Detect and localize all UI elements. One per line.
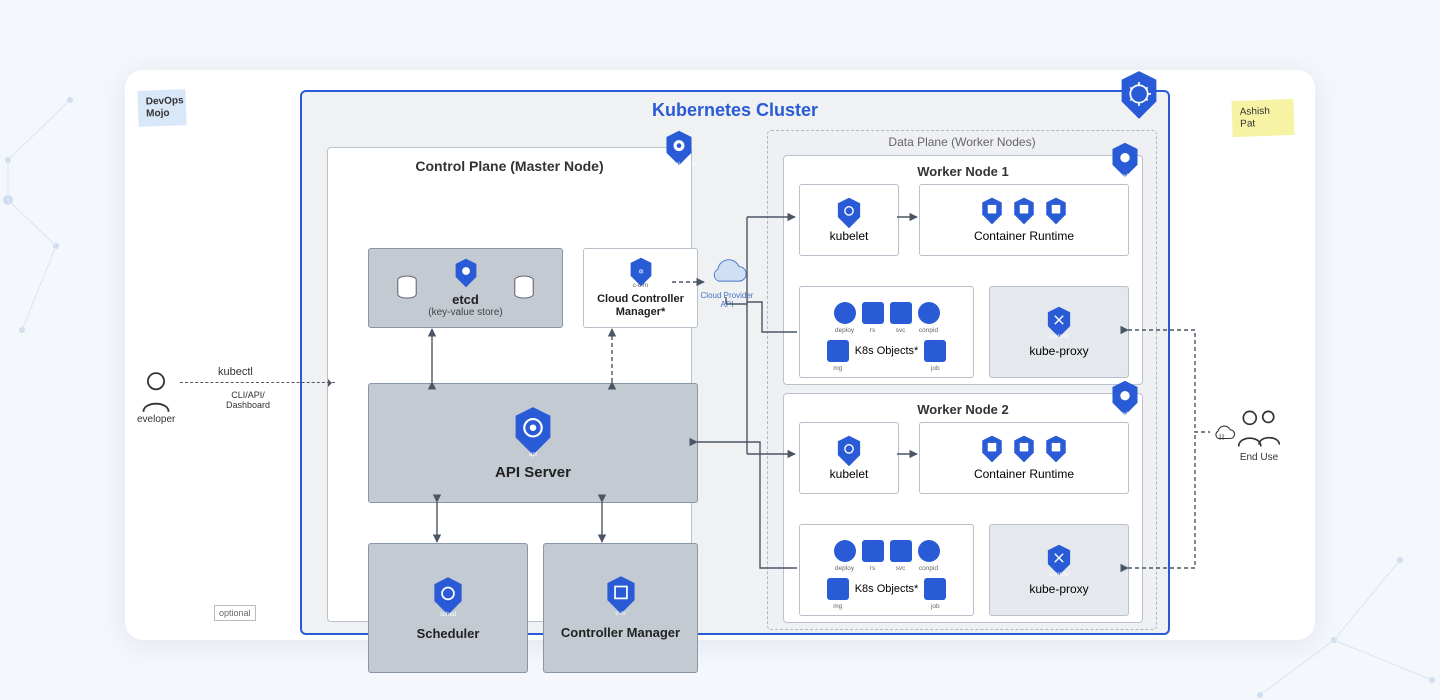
kubernetes-logo-icon [1117, 70, 1161, 120]
deploy-icon: deploy [834, 540, 856, 562]
sticky-devops-mojo: DevOps Mojo [137, 89, 186, 127]
pod-icon [1043, 435, 1069, 463]
svc-icon: svc [890, 540, 912, 562]
job-icon: job [924, 578, 946, 600]
api-server-box: api API Server [368, 383, 698, 503]
container-runtime-box: Container Runtime [919, 422, 1129, 494]
kubectl-label: kubectl [218, 366, 253, 378]
etcd-box: etcd (key-value store) [368, 248, 563, 328]
rs-icon: rs [862, 302, 884, 324]
cloud-controller-manager-box: ⚙c-c-m Cloud Controller Manager* [583, 248, 698, 328]
mg-icon: mg [827, 340, 849, 362]
kubelet-box: kubelet [799, 184, 899, 256]
worker-node-2: Worker Node 2 node kubelet Container Run… [783, 393, 1143, 623]
ccm-icon: ⚙c-c-m [628, 257, 654, 287]
cli-api-label: CLI/API/ Dashboard [218, 390, 278, 410]
control-plane-title: Control Plane (Master Node) [328, 148, 691, 174]
control-plane: Control Plane (Master Node) control plan… [327, 147, 692, 622]
sticky-author: Ashish Pat [1231, 99, 1294, 137]
kube-proxy-icon: k-proxy [1045, 544, 1073, 576]
cloud-provider-api: Cloud Provider API [698, 257, 756, 310]
kubelet-box: kubelet [799, 422, 899, 494]
kube-proxy-box: k-proxy kube-proxy [989, 524, 1129, 616]
k8s-objects-box: deploy rs svc conpid mg K8s Objects* job [799, 286, 974, 378]
kubectl-arrow [180, 382, 335, 383]
pod-icon [1043, 197, 1069, 225]
worker-node-1: Worker Node 1 node kubelet Container Run… [783, 155, 1143, 385]
svg-text:⚙: ⚙ [638, 268, 643, 275]
container-runtime-box: Container Runtime [919, 184, 1129, 256]
end-users-actor: End Use [1235, 406, 1283, 463]
database-icon [396, 275, 418, 301]
deploy-icon: deploy [834, 302, 856, 324]
job-icon: job [924, 340, 946, 362]
developer-actor: eveloper [137, 370, 175, 425]
pod-icon [1011, 435, 1037, 463]
kubernetes-cluster: Kubernetes Cluster Control Plane (Master… [300, 90, 1170, 635]
cluster-title: Kubernetes Cluster [302, 100, 1168, 121]
pod-icon [979, 197, 1005, 225]
database-icon [513, 275, 535, 301]
cm-icon: c-m [604, 575, 638, 615]
control-plane-icon: control plane [663, 130, 695, 166]
optional-legend: optional [214, 605, 256, 621]
mg-icon: mg [827, 578, 849, 600]
k8s-objects-box: deploy rs svc conpid mg K8s Objects* job [799, 524, 974, 616]
api-server-icon: api [511, 406, 555, 456]
data-plane-title: Data Plane (Worker Nodes) [768, 131, 1156, 153]
kube-proxy-box: k-proxy kube-proxy [989, 286, 1129, 378]
controller-manager-box: c-m Controller Manager [543, 543, 698, 673]
pod-icon [1011, 197, 1037, 225]
conpid-icon: conpid [918, 302, 940, 324]
kubelet-icon [835, 197, 863, 229]
kubelet-icon [835, 435, 863, 467]
kube-proxy-icon: k-proxy [1045, 306, 1073, 338]
node-icon: node [1109, 380, 1141, 416]
rs-icon: rs [862, 540, 884, 562]
scheduler-box: sched Scheduler [368, 543, 528, 673]
internet-cloud-icon [1210, 422, 1236, 442]
data-plane: Data Plane (Worker Nodes) Worker Node 1 … [767, 130, 1157, 630]
etcd-icon [453, 258, 479, 288]
svc-icon: svc [890, 302, 912, 324]
conpid-icon: conpid [918, 540, 940, 562]
node-icon: node [1109, 142, 1141, 178]
pod-icon [979, 435, 1005, 463]
scheduler-icon: sched [431, 576, 465, 616]
